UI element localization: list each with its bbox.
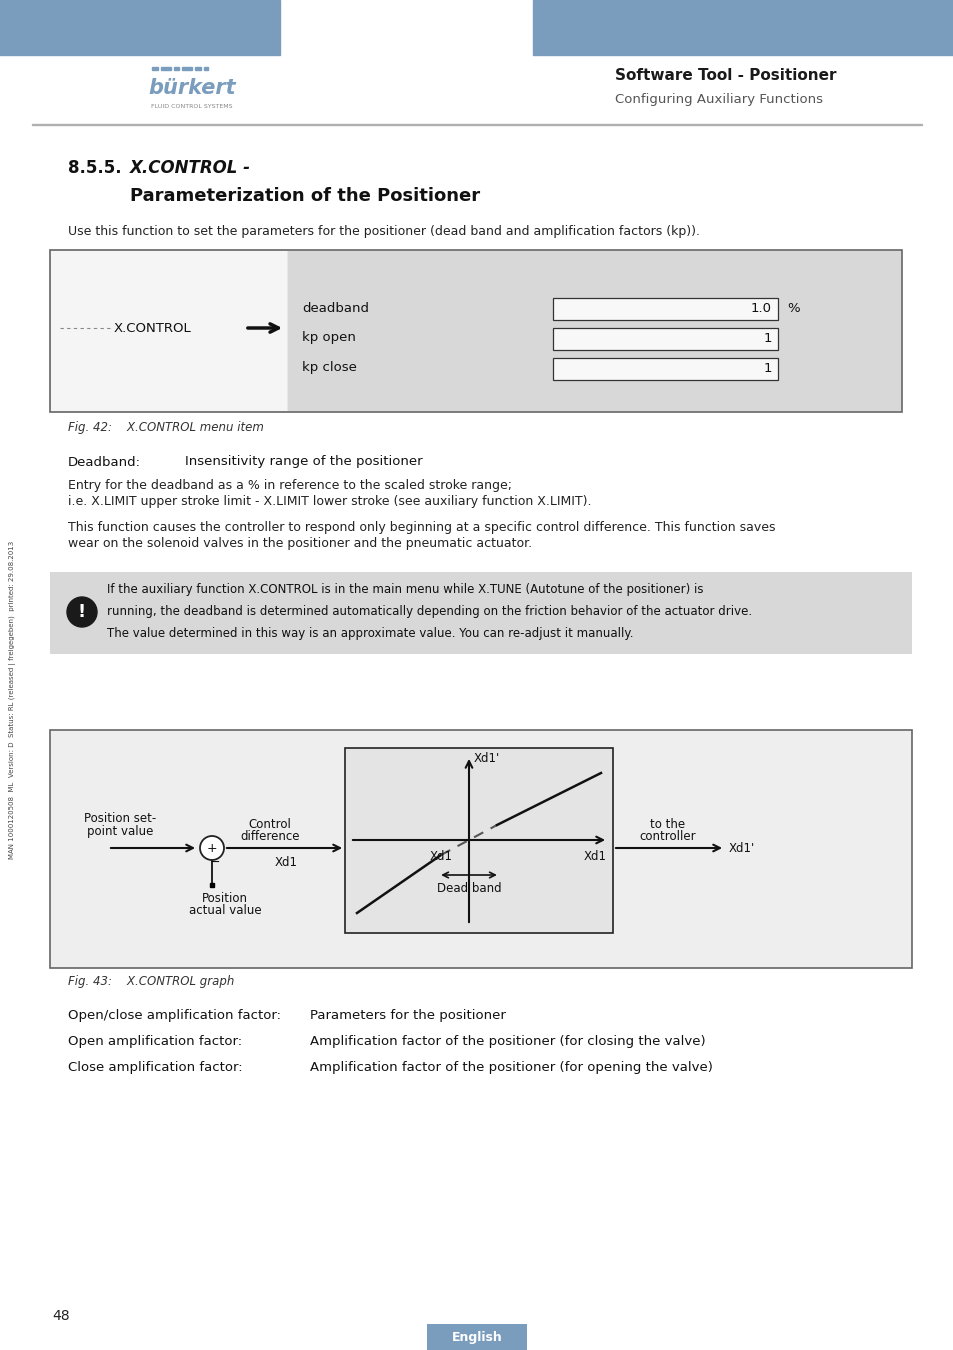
- Bar: [204, 68, 208, 70]
- Text: X.CONTROL -: X.CONTROL -: [130, 159, 251, 177]
- Bar: [182, 68, 192, 70]
- Text: Insensitivity range of the positioner: Insensitivity range of the positioner: [185, 455, 422, 468]
- Text: The value determined in this way is an approximate value. You can re-adjust it m: The value determined in this way is an a…: [107, 628, 633, 640]
- Text: Fig. 42:    X.CONTROL menu item: Fig. 42: X.CONTROL menu item: [68, 421, 264, 435]
- Text: Parameters for the positioner: Parameters for the positioner: [310, 1008, 505, 1022]
- Text: 1: 1: [762, 332, 771, 346]
- Text: Control: Control: [249, 818, 291, 830]
- Text: If the auxiliary function X.CONTROL is in the main menu while X.TUNE (Autotune o: If the auxiliary function X.CONTROL is i…: [107, 583, 702, 597]
- Bar: [553, 298, 778, 320]
- Text: Parameterization of the Positioner: Parameterization of the Positioner: [130, 188, 479, 205]
- Text: Dead band: Dead band: [436, 883, 500, 895]
- Text: i.e. X.LIMIT upper stroke limit - X.LIMIT lower stroke (see auxiliary function X: i.e. X.LIMIT upper stroke limit - X.LIMI…: [68, 495, 591, 509]
- Text: MAN 1000120508  ML  Version: D  Status: RL (released | freigegeben)  printed: 29: MAN 1000120508 ML Version: D Status: RL …: [10, 541, 16, 859]
- Text: Configuring Auxiliary Functions: Configuring Auxiliary Functions: [615, 93, 822, 107]
- Bar: [50, 730, 911, 968]
- Bar: [152, 68, 158, 70]
- Bar: [51, 251, 287, 410]
- Text: Xd1: Xd1: [274, 856, 297, 868]
- Bar: [161, 68, 171, 70]
- Circle shape: [67, 597, 97, 626]
- Text: difference: difference: [240, 830, 299, 844]
- Text: Position: Position: [202, 891, 248, 904]
- Text: Position set-: Position set-: [84, 811, 156, 825]
- Text: kp open: kp open: [302, 332, 355, 344]
- Text: Use this function to set the parameters for the positioner (dead band and amplif: Use this function to set the parameters …: [68, 225, 700, 239]
- Bar: [0, 0, 280, 55]
- Bar: [32, 123, 921, 126]
- Text: Amplification factor of the positioner (for closing the valve): Amplification factor of the positioner (…: [310, 1035, 705, 1049]
- Text: X.CONTROL: X.CONTROL: [113, 321, 192, 335]
- Text: Close amplification factor:: Close amplification factor:: [68, 1061, 242, 1075]
- Text: 8.5.5.: 8.5.5.: [68, 159, 121, 177]
- Text: +: +: [207, 841, 217, 855]
- Circle shape: [200, 836, 224, 860]
- Text: Xd1': Xd1': [728, 841, 755, 855]
- Bar: [553, 358, 778, 379]
- Text: Xd1': Xd1': [474, 752, 499, 764]
- Text: Software Tool - Positioner: Software Tool - Positioner: [615, 69, 836, 84]
- Text: deadband: deadband: [302, 301, 369, 315]
- Text: controller: controller: [639, 830, 696, 844]
- Text: FLUID CONTROL SYSTEMS: FLUID CONTROL SYSTEMS: [152, 104, 233, 109]
- Text: Entry for the deadband as a % in reference to the scaled stroke range;: Entry for the deadband as a % in referen…: [68, 479, 512, 493]
- Text: English: English: [451, 1331, 502, 1343]
- Bar: [50, 250, 901, 412]
- Text: Open amplification factor:: Open amplification factor:: [68, 1035, 242, 1049]
- Text: Xd1: Xd1: [583, 849, 606, 863]
- Bar: [533, 0, 953, 55]
- Bar: [427, 1324, 526, 1350]
- Text: %: %: [786, 302, 799, 316]
- Text: 1: 1: [762, 363, 771, 375]
- Text: point value: point value: [87, 825, 153, 837]
- Text: Fig. 43:    X.CONTROL graph: Fig. 43: X.CONTROL graph: [68, 976, 234, 988]
- Text: −: −: [210, 856, 220, 868]
- Text: !: !: [78, 603, 86, 621]
- Text: Amplification factor of the positioner (for opening the valve): Amplification factor of the positioner (…: [310, 1061, 712, 1075]
- Text: Xd1: Xd1: [429, 849, 452, 863]
- Text: kp close: kp close: [302, 362, 356, 374]
- Text: 1.0: 1.0: [750, 302, 771, 316]
- Bar: [50, 572, 911, 653]
- Text: 48: 48: [52, 1310, 70, 1323]
- Text: bürkert: bürkert: [148, 78, 235, 99]
- Bar: [194, 68, 201, 70]
- Text: Open/close amplification factor:: Open/close amplification factor:: [68, 1008, 281, 1022]
- Bar: [288, 251, 900, 410]
- Bar: [173, 68, 179, 70]
- Text: wear on the solenoid valves in the positioner and the pneumatic actuator.: wear on the solenoid valves in the posit…: [68, 537, 532, 551]
- Text: actual value: actual value: [189, 904, 261, 918]
- Text: Deadband:: Deadband:: [68, 455, 141, 468]
- Bar: [553, 328, 778, 350]
- Bar: [345, 748, 613, 933]
- Text: to the: to the: [650, 818, 685, 830]
- Text: running, the deadband is determined automatically depending on the friction beha: running, the deadband is determined auto…: [107, 606, 751, 618]
- Text: This function causes the controller to respond only beginning at a specific cont: This function causes the controller to r…: [68, 521, 775, 535]
